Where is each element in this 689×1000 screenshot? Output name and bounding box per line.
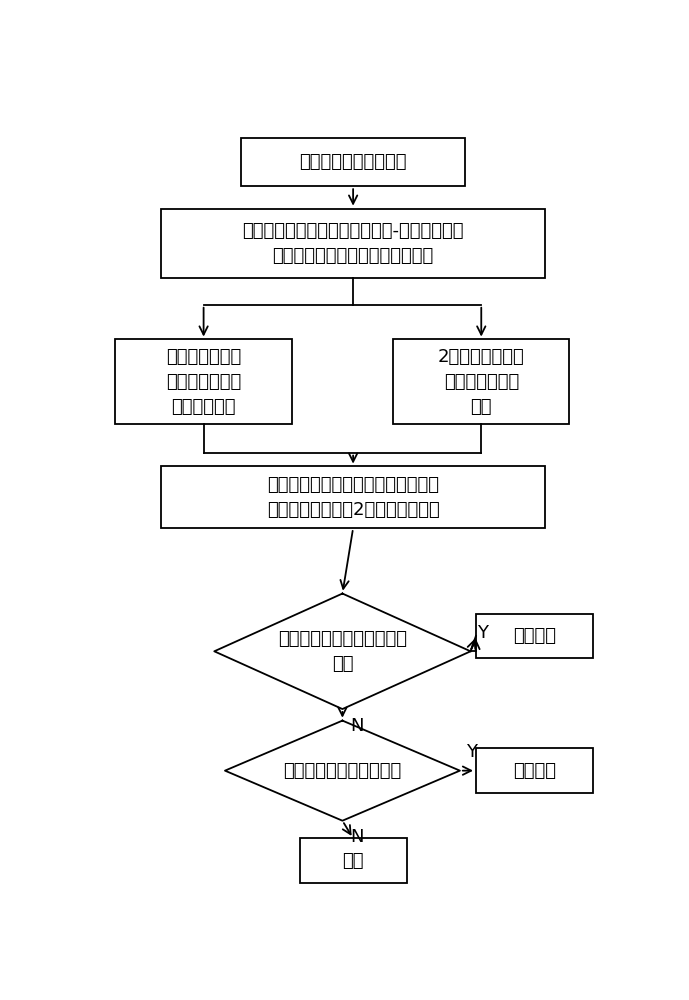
Text: N: N xyxy=(351,717,364,735)
Bar xyxy=(393,339,569,424)
Text: 膜干故障: 膜干故障 xyxy=(513,762,556,780)
Text: 水淹故障: 水淹故障 xyxy=(513,627,556,645)
Bar xyxy=(241,138,465,186)
Text: 根据燃料电池实时运行数据计算出两
相流稳态压降值和2倍单相流压降值: 根据燃料电池实时运行数据计算出两 相流稳态压降值和2倍单相流压降值 xyxy=(267,476,440,519)
Polygon shape xyxy=(214,594,471,709)
Bar xyxy=(476,614,593,658)
Polygon shape xyxy=(225,721,460,821)
Text: 是否高于两相流稳态压降控
制线: 是否高于两相流稳态压降控 制线 xyxy=(278,630,407,673)
Text: 是否低于阴极缺水预警线: 是否低于阴极缺水预警线 xyxy=(283,762,402,780)
Text: Y: Y xyxy=(477,624,488,642)
Bar xyxy=(300,838,407,883)
Bar xyxy=(161,466,545,528)
Bar xyxy=(476,748,593,793)
Bar xyxy=(161,209,545,278)
Text: 两相流稳态压降
值作为两相流稳
态压降控制线: 两相流稳态压降 值作为两相流稳 态压降控制线 xyxy=(166,348,241,416)
Text: 正常: 正常 xyxy=(342,852,364,870)
Text: 获得任意恒电流运行模式下压降-时间曲线，找
出稳态压降值并计算等效水膜厚度: 获得任意恒电流运行模式下压降-时间曲线，找 出稳态压降值并计算等效水膜厚度 xyxy=(243,222,464,265)
Text: 确定燃料电池压降模型: 确定燃料电池压降模型 xyxy=(299,153,407,171)
Text: 2倍单相流压降值
作为阴极缺水预
警线: 2倍单相流压降值 作为阴极缺水预 警线 xyxy=(438,348,524,416)
Text: N: N xyxy=(351,828,364,846)
Text: Y: Y xyxy=(466,743,477,761)
Bar xyxy=(116,339,291,424)
